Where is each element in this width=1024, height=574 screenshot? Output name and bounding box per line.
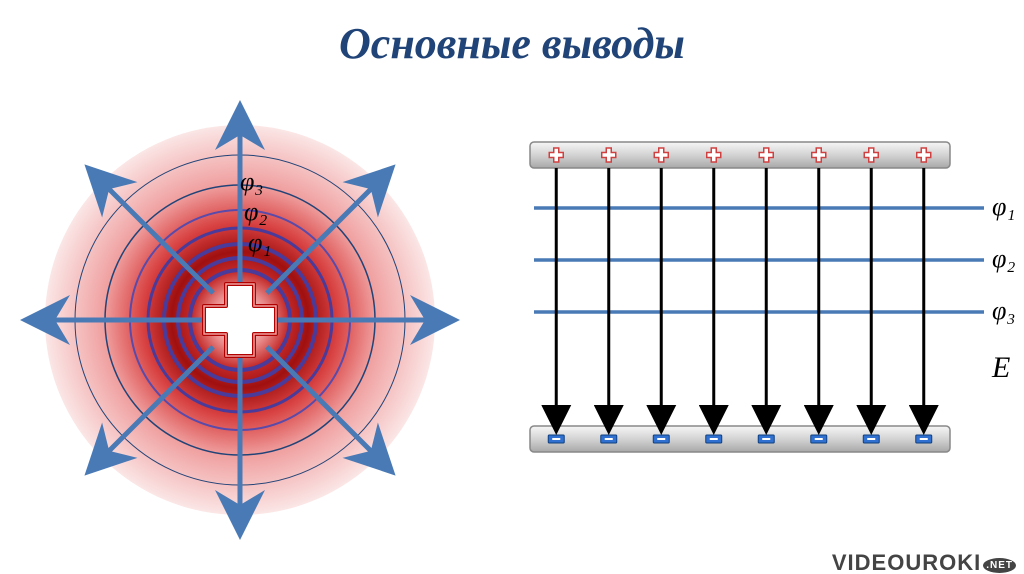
radial-phi-label-1: φ₁ <box>248 228 271 258</box>
capacitor-phi-label-3: φ₃ <box>992 296 1015 326</box>
equipotential-lines <box>534 208 984 312</box>
negative-plate <box>530 426 950 452</box>
capacitor-phi-label-1: φ₁ <box>992 192 1015 222</box>
radial-phi-label-3: φ₃ <box>240 167 263 197</box>
watermark: VIDEOUROKI.NET <box>832 550 1016 574</box>
radial-field-diagram <box>0 60 480 574</box>
field-lines <box>556 168 924 420</box>
radial-phi-label-2: φ₂ <box>244 197 267 227</box>
capacitor-field-diagram <box>510 110 1010 570</box>
e-vector-label: E⃗ <box>992 351 1024 385</box>
watermark-text: VIDEOUROKI <box>832 550 981 574</box>
watermark-suffix: .NET <box>983 558 1016 573</box>
capacitor-phi-label-2: φ₂ <box>992 244 1015 274</box>
positive-plate <box>530 142 950 168</box>
